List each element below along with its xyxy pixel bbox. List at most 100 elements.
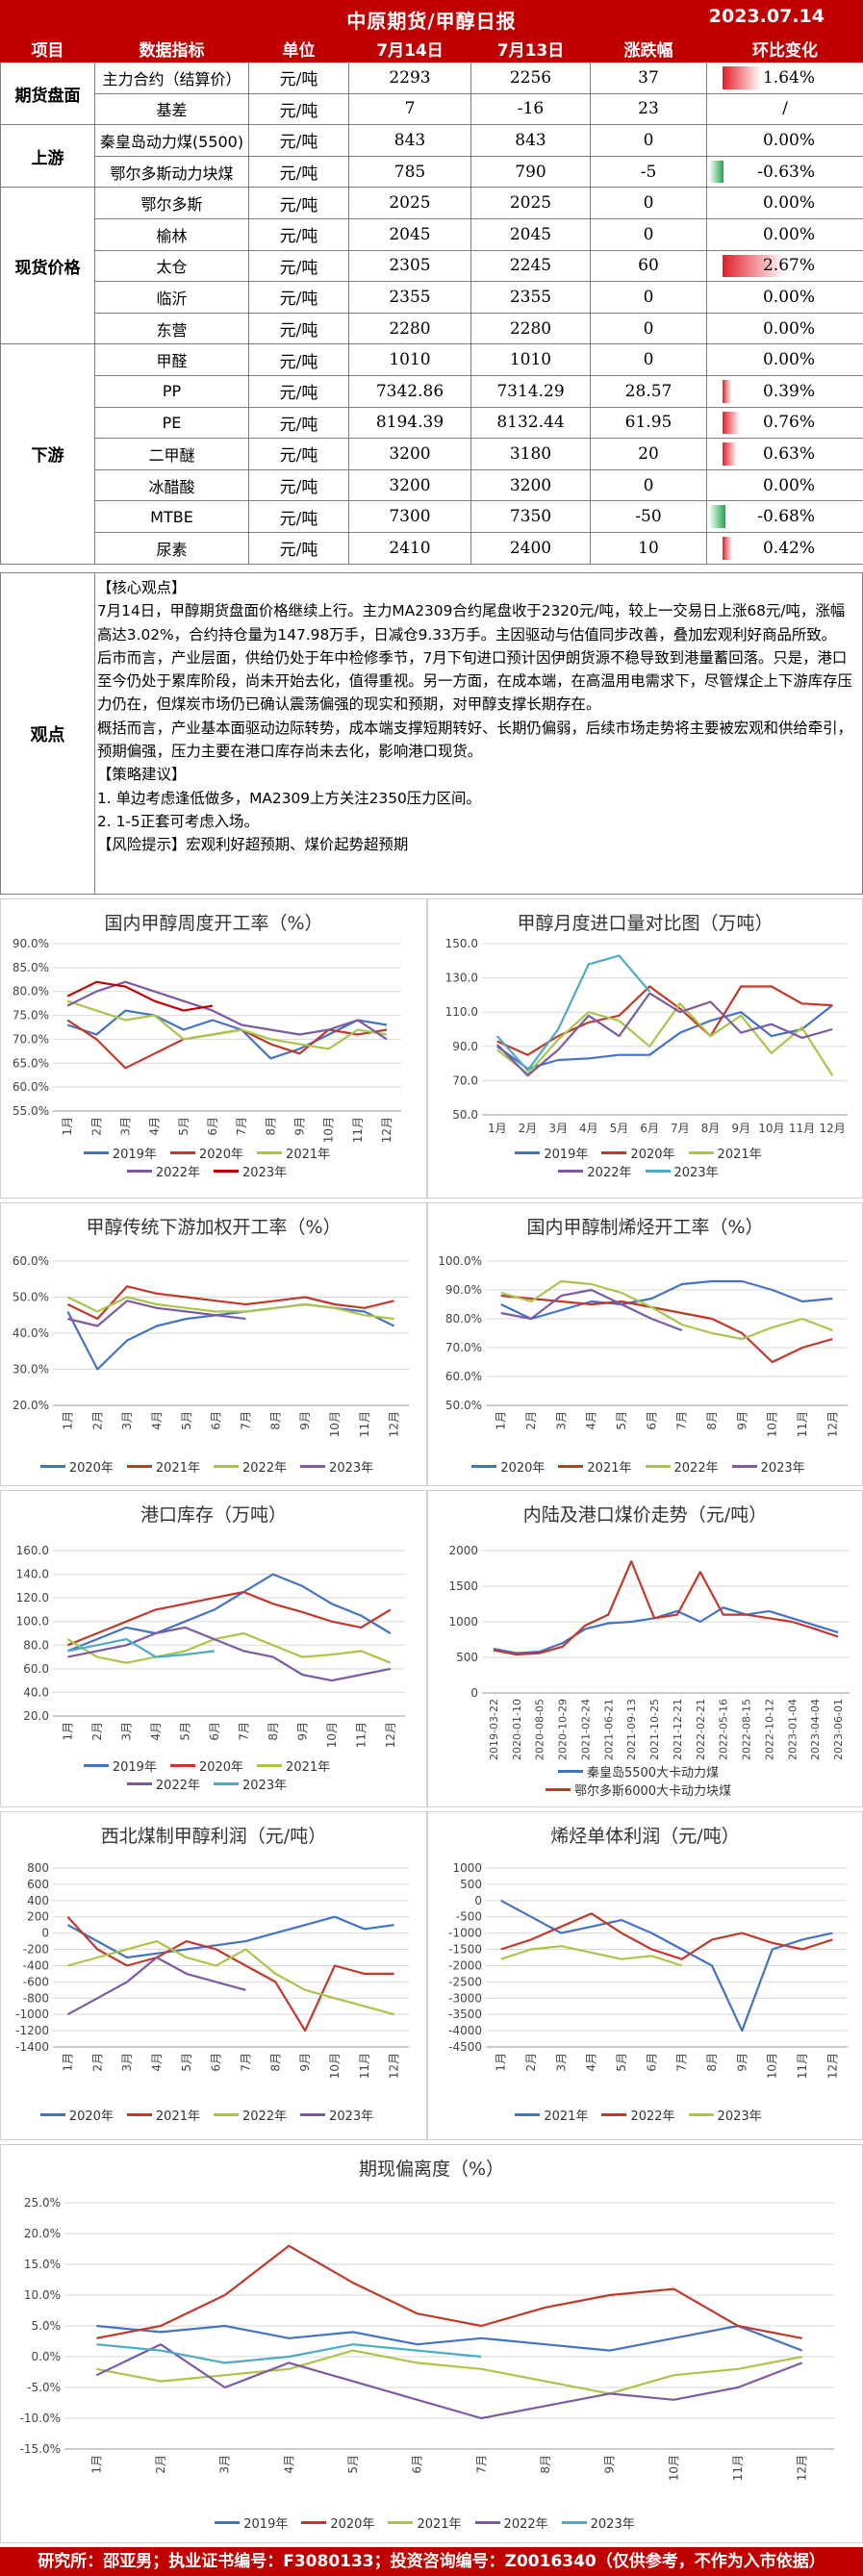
- strategy-heading: 【策略建议】: [97, 766, 187, 784]
- legend-item: 2019年: [83, 1756, 157, 1775]
- unit-cell: 元/吨: [248, 92, 349, 126]
- change-cell: 0: [590, 343, 707, 376]
- value-cell-date2: 7314.29: [470, 374, 591, 408]
- chart-legend: 2019年 2020年 2021年 2022年 2023年: [1, 1144, 426, 1180]
- pct-change-cell: 0.00%: [706, 312, 863, 345]
- y-tick-label: 140.0: [16, 1568, 49, 1581]
- x-tick-label: 7月: [239, 2053, 252, 2072]
- legend-label: 2021年: [587, 1461, 632, 1476]
- x-tick-label: 7月: [671, 1122, 690, 1135]
- y-tick-label: 25.0%: [24, 2196, 61, 2210]
- legend-swatch: [601, 1151, 627, 1154]
- legend-item: 2023年: [561, 2513, 635, 2532]
- pct-change-text: 0.00%: [762, 224, 815, 244]
- y-tick-label: 50.0: [452, 1108, 478, 1122]
- pct-change-cell: 0.00%: [706, 124, 863, 157]
- legend-label: 2022年: [673, 1461, 719, 1476]
- report-header: 中原期货/甲醇日报 2023.07.14: [0, 0, 863, 35]
- unit-cell: 元/吨: [248, 312, 349, 345]
- pct-change-cell: 0.42%: [706, 531, 863, 565]
- y-tick-label: 80.0%: [445, 1312, 482, 1326]
- price-table: 项目 数据指标 单位 7月14日 7月13日 涨跌幅 环比变化 期货盘面 主力合约…: [0, 35, 863, 565]
- header-change: 涨跌幅: [590, 35, 707, 63]
- y-tick-label: -800: [23, 1991, 49, 2005]
- x-tick-label: 2月: [90, 1411, 104, 1430]
- legend-item: 2022年: [474, 2513, 548, 2532]
- x-tick-label: 1月: [61, 2053, 74, 2072]
- legend-swatch: [474, 2521, 500, 2524]
- chart-legend: 2019年 2020年 2021年 2022年 2023年: [1, 1756, 426, 1793]
- indicator-cell: 鄂尔多斯动力块煤: [94, 155, 249, 189]
- pct-change-text: 0.42%: [762, 538, 815, 558]
- y-tick-label: -1000: [15, 2008, 49, 2021]
- x-tick-label: 9月: [298, 1411, 312, 1430]
- chart-legend: 2021年 2022年 2023年: [428, 2106, 862, 2124]
- change-cell: 61.95: [590, 406, 707, 440]
- series-line: [67, 1626, 392, 1682]
- legend-swatch: [645, 1170, 671, 1173]
- viewpoint-section: 观点 【核心观点】 7月14日，甲醇期货盘面价格继续上行。主力MA2309合约尾…: [0, 572, 863, 895]
- x-tick-label: 3月: [218, 2455, 232, 2474]
- x-tick-label: 9月: [735, 1411, 749, 1430]
- value-cell-date2: 8132.44: [470, 406, 591, 440]
- value-cell-date2: 7350: [470, 500, 591, 533]
- x-tick-label: 2020-01-10: [511, 1699, 523, 1760]
- change-cell: 0: [590, 468, 707, 502]
- chart-title: 甲醇月度进口量对比图（万吨）: [517, 913, 774, 934]
- series-line: [496, 985, 833, 1056]
- x-tick-label: 5月: [177, 1117, 190, 1136]
- series-line: [66, 1009, 388, 1060]
- legend-label: 2020年: [68, 1461, 114, 1476]
- pct-change-text: 0.00%: [762, 130, 815, 150]
- x-tick-label: 8月: [267, 1722, 280, 1741]
- y-tick-label: -3000: [448, 1991, 482, 2005]
- unit-cell: 元/吨: [248, 62, 349, 94]
- series-line: [66, 980, 214, 1012]
- indicator-cell: 尿素: [94, 531, 249, 565]
- y-tick-label: 0: [41, 1927, 49, 1940]
- group-label: 现货价格: [0, 187, 95, 345]
- y-tick-label: 70.0: [452, 1073, 478, 1087]
- series-line: [493, 1559, 839, 1656]
- change-cell: 0: [590, 187, 707, 219]
- x-tick-label: 12月: [380, 1117, 393, 1143]
- legend-label: 2019年: [544, 1148, 589, 1162]
- legend-item: 2023年: [214, 1162, 287, 1180]
- x-tick-label: 2021-10-25: [648, 1699, 661, 1760]
- legend-label: 2023年: [242, 1779, 288, 1793]
- x-tick-label: 2022-08-15: [741, 1699, 753, 1760]
- series-line: [500, 1279, 833, 1341]
- x-tick-label: 10月: [325, 1722, 339, 1748]
- x-tick-label: 10月: [667, 2455, 680, 2481]
- y-tick-label: 75.0%: [13, 1009, 49, 1023]
- legend-swatch: [688, 1151, 714, 1154]
- series-line: [66, 1573, 392, 1653]
- legend-item: 2023年: [645, 1162, 719, 1180]
- unit-cell: 元/吨: [248, 155, 349, 189]
- change-cell: 0: [590, 281, 707, 314]
- legend-label: 2021年: [544, 2109, 589, 2124]
- legend-label: 2023年: [717, 2109, 762, 2124]
- legend-label: 2019年: [112, 1760, 157, 1775]
- y-tick-label: 50.0%: [445, 1399, 482, 1412]
- series-line: [67, 1940, 394, 2016]
- x-tick-label: 4月: [150, 2053, 164, 2072]
- group-label: 上游: [0, 124, 95, 189]
- change-cell: -50: [590, 500, 707, 533]
- x-tick-label: 2023-06-01: [832, 1699, 845, 1760]
- table-row: 期货盘面 主力合约（结算价） 元/吨 2293 2256 37 1.64%: [0, 61, 863, 126]
- x-tick-label: 7月: [675, 2053, 689, 2072]
- x-tick-label: 3月: [120, 1411, 134, 1430]
- x-tick-label: 10月: [766, 2053, 779, 2079]
- legend-item: 2021年: [688, 1144, 762, 1162]
- legend-item: 2020年: [39, 1457, 114, 1476]
- x-tick-label: 9月: [731, 1122, 750, 1135]
- y-tick-label: 20.0%: [13, 1399, 49, 1412]
- table-row: 东营 元/吨 2280 2280 0 0.00%: [1, 312, 863, 345]
- series-line: [500, 1945, 683, 1967]
- x-tick-label: 10月: [328, 2053, 342, 2079]
- header-pct-change: 环比变化: [706, 35, 863, 63]
- y-tick-label: 90.0: [452, 1040, 478, 1053]
- value-cell-date2: 2256: [470, 62, 591, 94]
- legend-swatch: [214, 1465, 239, 1468]
